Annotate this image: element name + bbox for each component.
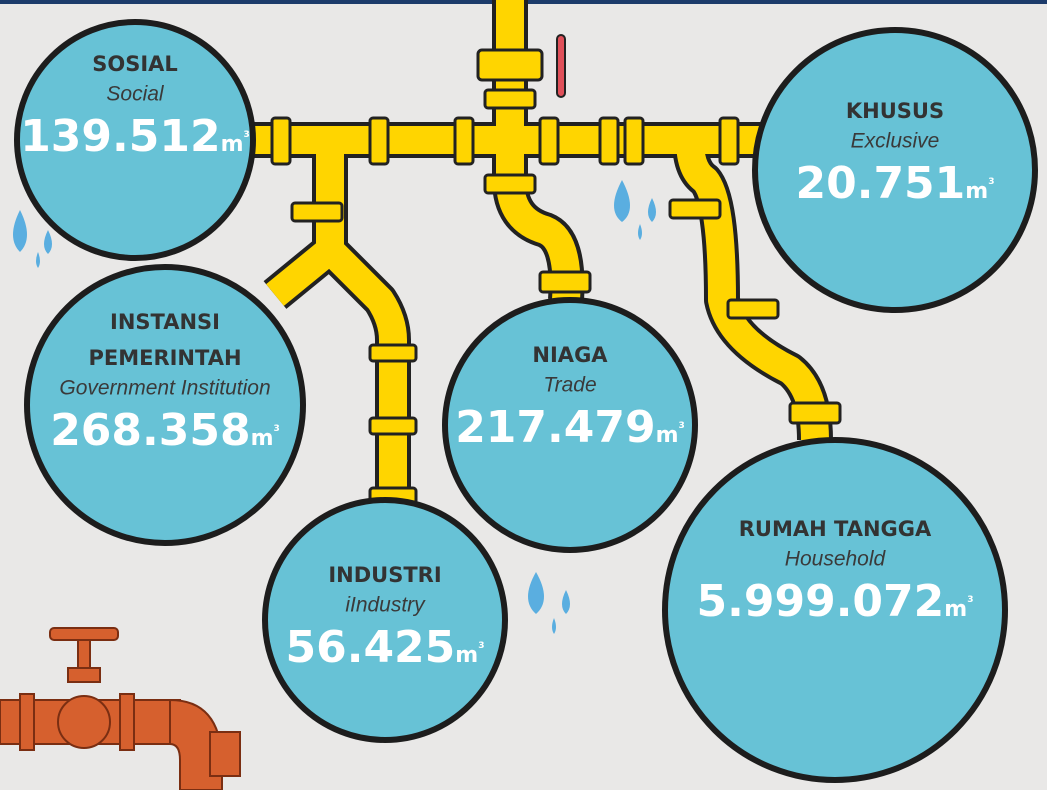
category-circle: INSTANSI PEMERINTAH Government Institution… <box>24 264 306 546</box>
value-unit: m <box>656 423 679 448</box>
value-unit: m <box>251 426 274 451</box>
value-number: 217.479 <box>455 402 655 453</box>
value-unit-power: 3 <box>967 595 973 605</box>
category-name: PEMERINTAH <box>88 346 241 370</box>
category-name: INDUSTRI <box>328 563 441 587</box>
value-number: 20.751 <box>796 158 966 209</box>
category-name: SOSIAL <box>92 52 178 76</box>
category-name: KHUSUS <box>846 99 944 123</box>
category-subtitle: Trade <box>543 374 596 397</box>
category-circle: INDUSTRI iIndustry 56.425m3 <box>262 497 508 743</box>
circle <box>14 19 256 261</box>
category-subtitle: iIndustry <box>345 594 426 617</box>
value-number: 5.999.072 <box>697 576 945 627</box>
value-unit: m <box>455 643 478 668</box>
value-unit-power: 3 <box>679 421 685 431</box>
category-circle: SOSIAL Social 139.512m3 <box>14 19 256 261</box>
value-unit-power: 3 <box>244 130 250 140</box>
value-unit: m <box>965 179 988 204</box>
value-unit-power: 3 <box>988 177 994 187</box>
volume-value: 139.512m3 <box>20 111 250 162</box>
value-unit: m <box>221 132 244 157</box>
value-number: 268.358 <box>50 405 250 456</box>
category-subtitle: Government Institution <box>59 377 270 400</box>
value-unit-power: 3 <box>478 641 484 651</box>
category-subtitle: Social <box>106 83 165 106</box>
value-unit-power: 3 <box>274 424 280 434</box>
circle <box>662 437 1008 783</box>
volume-value: 20.751m3 <box>796 158 995 209</box>
faucet <box>0 627 241 790</box>
category-circle: NIAGA Trade 217.479m3 <box>442 297 698 553</box>
pipes <box>250 0 842 510</box>
category-subtitle: Exclusive <box>851 130 940 153</box>
volume-value: 56.425m3 <box>286 622 485 673</box>
value-number: 56.425 <box>286 622 456 673</box>
category-circle: RUMAH TANGGA Household 5.999.072m3 <box>662 437 1008 783</box>
value-unit: m <box>944 597 967 622</box>
volume-value: 217.479m3 <box>455 402 685 453</box>
category-circle: KHUSUS Exclusive 20.751m3 <box>752 27 1038 313</box>
circle <box>24 264 306 546</box>
volume-value: 268.358m3 <box>50 405 280 456</box>
circle <box>262 497 508 743</box>
volume-value: 5.999.072m3 <box>697 576 974 627</box>
value-number: 139.512 <box>20 111 220 162</box>
category-name: INSTANSI <box>110 310 220 334</box>
circle <box>442 297 698 553</box>
drops <box>13 180 656 634</box>
category-name: RUMAH TANGGA <box>739 517 932 541</box>
circle <box>752 27 1038 313</box>
category-subtitle: Household <box>785 548 887 571</box>
category-name: NIAGA <box>532 343 608 367</box>
